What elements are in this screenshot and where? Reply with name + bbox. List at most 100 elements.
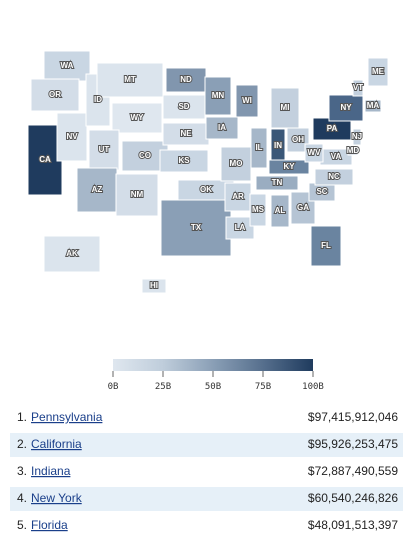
state-shape <box>88 129 120 171</box>
state-label: OH <box>292 135 304 144</box>
state-shape <box>96 62 164 98</box>
row-label: 5. Florida <box>17 518 68 532</box>
state-link[interactable]: Florida <box>31 518 68 532</box>
legend-tick-label: 0B <box>108 382 119 392</box>
state-label: NE <box>180 129 192 138</box>
state-shape <box>220 146 252 182</box>
state-shape <box>160 199 232 257</box>
state-label: IN <box>274 141 282 150</box>
state-shape <box>204 76 232 116</box>
state-shape <box>352 128 362 146</box>
state-label: ID <box>94 95 102 104</box>
row-label: 3. Indiana <box>17 464 71 478</box>
rank: 1. <box>17 410 27 424</box>
state-label: MS <box>252 205 265 214</box>
state-shape <box>30 78 80 112</box>
state-label: OR <box>49 90 61 99</box>
state-label: UT <box>99 145 110 154</box>
row-value: $95,926,253,475 <box>308 437 398 451</box>
legend-tick-label: 75B <box>255 382 271 392</box>
state-label: WA <box>61 61 74 70</box>
state-label: GA <box>297 203 309 212</box>
state-label: AK <box>66 249 78 258</box>
state-label: MO <box>230 159 243 168</box>
state-label: OK <box>200 185 212 194</box>
state-shape <box>162 94 206 120</box>
state-label: CO <box>139 151 151 160</box>
rank: 2. <box>17 437 27 451</box>
state-label: NY <box>340 103 352 112</box>
state-shape <box>250 127 268 169</box>
state-label: IA <box>218 123 226 132</box>
state-label: MA <box>367 101 380 110</box>
state-shape <box>270 87 300 129</box>
state-shape <box>43 235 101 273</box>
row-label: 2. California <box>17 437 82 451</box>
state-label: NV <box>66 132 78 141</box>
state-label: ME <box>372 67 385 76</box>
state-shape <box>328 94 364 122</box>
state-label: KS <box>178 156 190 165</box>
row-value: $60,540,246,826 <box>308 491 398 505</box>
state-label: NC <box>328 172 340 181</box>
row-value: $97,415,912,046 <box>308 410 398 424</box>
row-label: 4. New York <box>17 491 83 505</box>
state-shape <box>235 84 259 118</box>
rank: 3. <box>17 464 27 478</box>
state-label: MN <box>212 91 225 100</box>
row-background <box>10 487 403 511</box>
legend-tick-label: 50B <box>205 382 221 392</box>
state-label: VT <box>353 83 363 92</box>
state-label: MT <box>124 75 136 84</box>
state-label: HI <box>150 281 158 290</box>
legend-bar <box>113 359 313 371</box>
state-link[interactable]: Pennsylvania <box>31 410 103 424</box>
state-label: MI <box>281 103 290 112</box>
state-label: LA <box>235 223 246 232</box>
legend-tick-label: 100B <box>302 382 324 392</box>
state-shape <box>224 182 252 212</box>
state-shape <box>165 67 207 93</box>
row-background <box>10 433 403 457</box>
state-shape <box>352 79 364 97</box>
state-shape <box>76 167 118 213</box>
state-label: WV <box>308 148 322 157</box>
state-shape <box>314 168 354 186</box>
state-shape <box>111 102 163 134</box>
state-shape <box>159 149 209 173</box>
state-label: WY <box>131 113 145 122</box>
state-link[interactable]: Indiana <box>31 464 71 478</box>
row-value: $72,887,490,559 <box>308 464 398 478</box>
state-shape <box>367 57 389 87</box>
state-label: TX <box>191 223 202 232</box>
state-label: WI <box>242 96 252 105</box>
state-shape <box>205 116 239 140</box>
state-label: MD <box>347 146 360 155</box>
rank: 5. <box>17 518 27 532</box>
state-link[interactable]: New York <box>31 491 83 505</box>
state-label: FL <box>321 241 331 250</box>
state-label: TN <box>272 178 283 187</box>
state-label: SD <box>178 102 189 111</box>
state-label: IL <box>255 143 262 152</box>
state-label: CA <box>39 155 51 164</box>
state-label: AR <box>232 192 244 201</box>
state-shape <box>364 99 382 113</box>
legend-tick-label: 25B <box>155 382 171 392</box>
row-label: 1. Pennsylvania <box>17 410 103 424</box>
state-shape <box>43 50 91 82</box>
state-label: NJ <box>352 132 362 141</box>
state-shape <box>347 146 359 156</box>
state-shape <box>56 112 88 162</box>
state-shape <box>27 124 63 196</box>
state-shape <box>115 173 159 217</box>
rank: 4. <box>17 491 27 505</box>
state-label: NM <box>131 190 144 199</box>
state-shape <box>141 278 167 294</box>
state-label: AL <box>275 206 286 215</box>
state-shape <box>225 216 255 240</box>
state-shape <box>255 175 299 191</box>
state-link[interactable]: California <box>31 437 82 451</box>
state-label: VA <box>331 152 342 161</box>
